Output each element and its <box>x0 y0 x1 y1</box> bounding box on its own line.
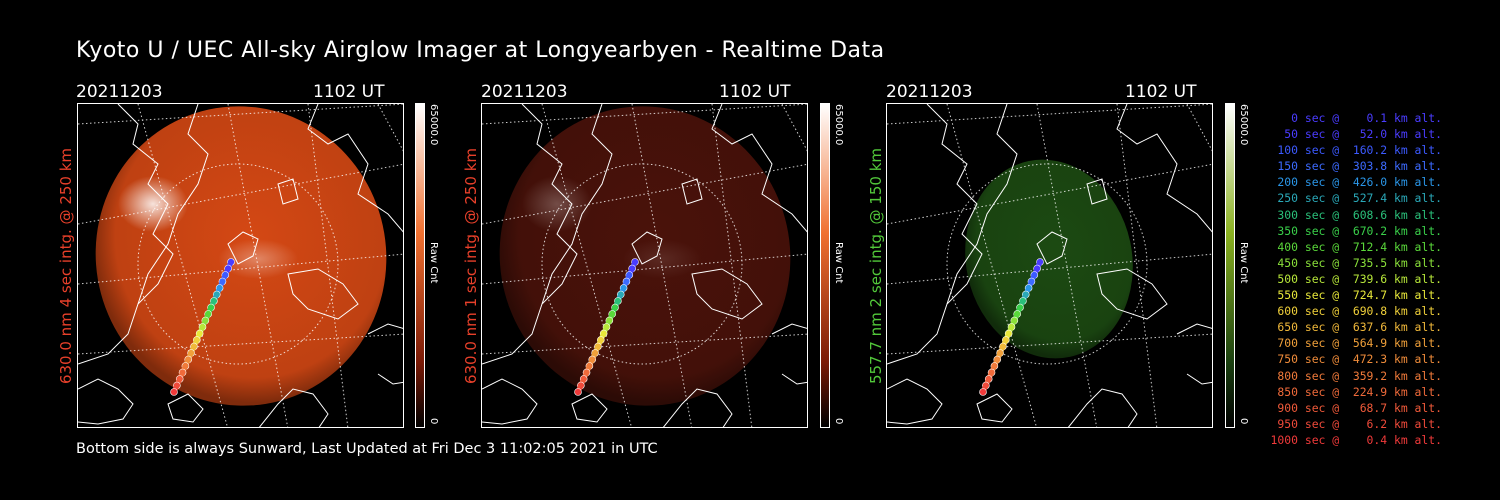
panel-2-colorbar-unit: Raw Cnt <box>833 242 844 284</box>
rocket-trajectory <box>979 258 1044 396</box>
sky-image <box>965 159 1133 359</box>
legend-entry: 150 sec @ 303.8 km alt. <box>1270 159 1442 174</box>
page-title: Kyoto U / UEC All-sky Airglow Imager at … <box>76 38 885 63</box>
legend-entry: 700 sec @ 564.9 km alt. <box>1270 336 1442 351</box>
panel-2-colorbar <box>820 103 830 428</box>
legend-entry: 900 sec @ 68.7 km alt. <box>1270 400 1442 415</box>
coastline-map <box>887 104 1212 427</box>
aurora-glow <box>118 176 188 232</box>
legend-entry: 300 sec @ 608.6 km alt. <box>1270 207 1442 222</box>
legend-entry: 350 sec @ 670.2 km alt. <box>1270 223 1442 238</box>
panel-3-colorbar <box>1225 103 1235 428</box>
panel-3-colorbar-unit: Raw Cnt <box>1238 242 1249 284</box>
panel-1-wavelength-label: 630.0 nm 4 sec intg. @ 250 km <box>57 147 75 385</box>
legend-entry: 850 sec @ 224.9 km alt. <box>1270 384 1442 399</box>
aurora-glow <box>522 176 592 232</box>
panel-1-colorbar-unit: Raw Cnt <box>428 242 439 284</box>
legend-entry: 0 sec @ 0.1 km alt. <box>1270 111 1442 125</box>
legend-entry: 800 sec @ 359.2 km alt. <box>1270 368 1442 383</box>
legend-entry: 200 sec @ 426.0 km alt. <box>1270 175 1442 190</box>
panel-2-time: 1102 UT <box>719 82 791 102</box>
panel-3-date: 20211203 <box>886 82 973 102</box>
panel-3-colorbar-min: 0 <box>1238 418 1249 425</box>
legend-entry: 450 sec @ 735.5 km alt. <box>1270 255 1442 270</box>
legend-entry: 550 sec @ 724.7 km alt. <box>1270 288 1442 303</box>
panel-3-allsky-image <box>886 103 1213 428</box>
legend-entry: 50 sec @ 52.0 km alt. <box>1270 127 1442 142</box>
coastline-map <box>78 104 403 427</box>
panel-1-colorbar-max: 65000.0 <box>428 104 439 146</box>
panel-1-date: 20211203 <box>76 82 163 102</box>
coordinate-grid <box>482 104 807 427</box>
rocket-trajectory <box>574 258 639 396</box>
update-footer: Bottom side is always Sunward, Last Upda… <box>76 441 658 457</box>
legend-entry: 750 sec @ 472.3 km alt. <box>1270 352 1442 367</box>
panel-3-wavelength-label: 557.7 nm 2 sec intg. @ 150 km <box>867 147 885 385</box>
legend-entry: 400 sec @ 712.4 km alt. <box>1270 239 1442 254</box>
legend-entry: 100 sec @ 160.2 km alt. <box>1270 143 1442 158</box>
panel-2-date: 20211203 <box>481 82 568 102</box>
legend-entry: 250 sec @ 527.4 km alt. <box>1270 191 1442 206</box>
legend-entry: 600 sec @ 690.8 km alt. <box>1270 304 1442 319</box>
legend-entry: 650 sec @ 637.6 km alt. <box>1270 320 1442 335</box>
panel-1-time: 1102 UT <box>313 82 385 102</box>
panel-1-colorbar-min: 0 <box>428 418 439 425</box>
panel-2-colorbar-min: 0 <box>833 418 844 425</box>
panel-2-allsky-image <box>481 103 808 428</box>
trajectory-altitude-legend: 0 sec @ 0.1 km alt. 50 sec @ 52.0 km alt… <box>1252 110 1442 448</box>
rocket-trajectory <box>170 258 235 396</box>
coordinate-grid <box>78 104 403 427</box>
panel-3-time: 1102 UT <box>1125 82 1197 102</box>
panel-1-colorbar <box>415 103 425 428</box>
legend-entry: 1000 sec @ 0.4 km alt. <box>1270 432 1442 447</box>
panel-1-allsky-image <box>77 103 404 428</box>
coordinate-grid <box>887 104 1212 427</box>
panel-2-wavelength-label: 630.0 nm 1 sec intg. @ 250 km <box>462 147 480 385</box>
legend-entry: 500 sec @ 739.6 km alt. <box>1270 271 1442 286</box>
legend-entry: 950 sec @ 6.2 km alt. <box>1270 416 1442 431</box>
coastline-map <box>482 104 807 427</box>
panel-3-colorbar-max: 65000.0 <box>1238 104 1249 146</box>
panel-2-colorbar-max: 65000.0 <box>833 104 844 146</box>
